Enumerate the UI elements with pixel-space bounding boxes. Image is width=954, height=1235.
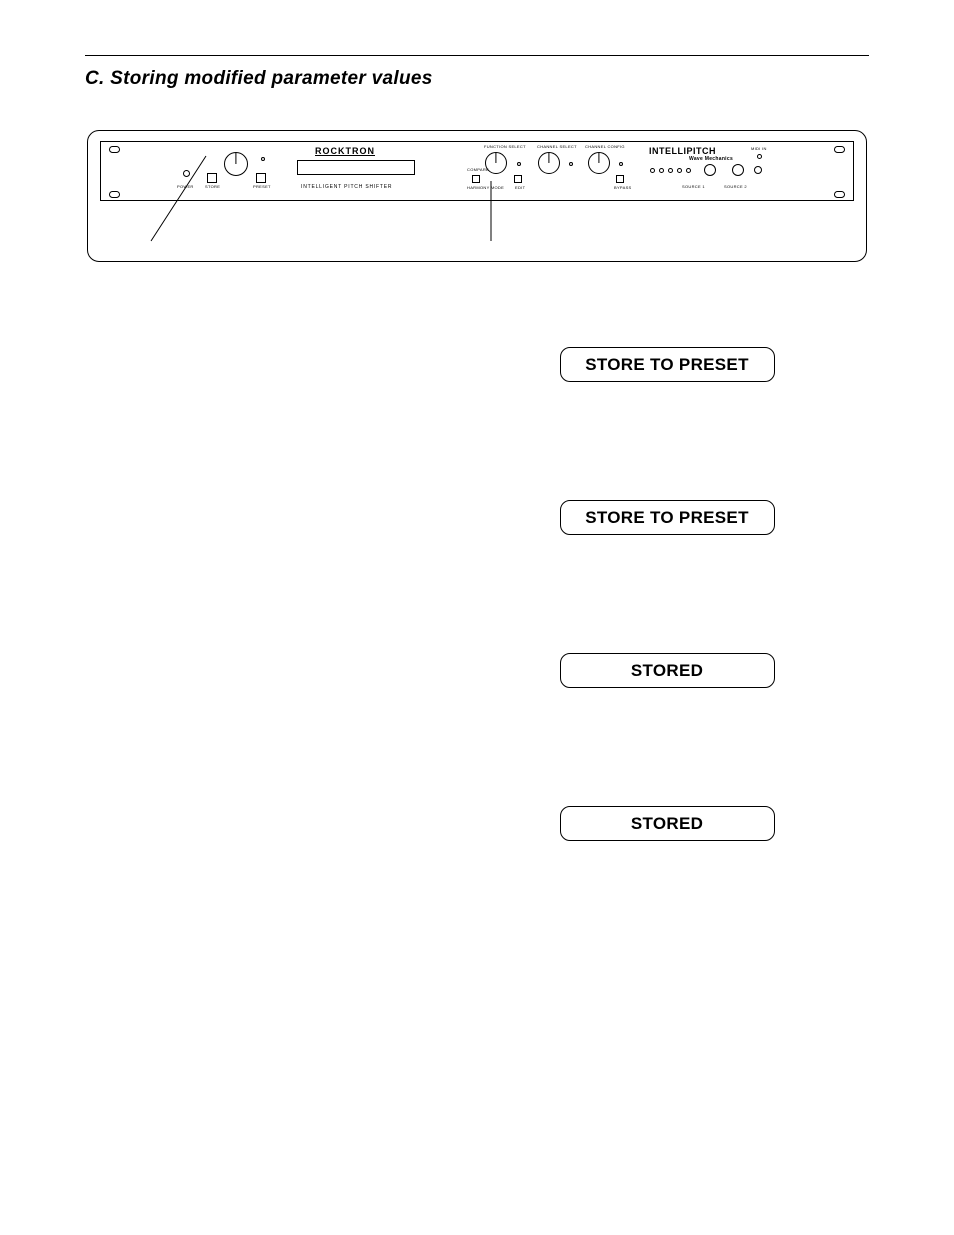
led-1 <box>517 162 521 166</box>
channel-select-knob[interactable] <box>538 152 560 174</box>
step-row-3: STORED <box>85 653 869 688</box>
channel-config-label: CHANNEL CONFIG <box>585 144 625 149</box>
compare-label: COMPARE <box>467 167 489 172</box>
top-rule <box>85 55 869 56</box>
rack-ear-right <box>825 142 853 202</box>
rack-unit: POWER STORE PRESET ROCKTRON INTELLIGENT … <box>100 141 854 201</box>
source1-knob[interactable] <box>704 164 716 176</box>
midi-in-label: MIDI IN <box>751 146 767 151</box>
subtitle-left: INTELLIGENT PITCH SHIFTER <box>301 184 392 190</box>
display-stored-1: STORED <box>560 653 775 688</box>
rack-ear-left <box>101 142 129 202</box>
display-screen <box>297 160 415 175</box>
preset-label: PRESET <box>253 184 271 189</box>
status-led-2 <box>659 168 664 173</box>
panel-main: POWER STORE PRESET ROCKTRON INTELLIGENT … <box>129 142 825 200</box>
mounting-hole <box>834 146 845 153</box>
midi-led <box>757 154 762 159</box>
mounting-hole <box>109 146 120 153</box>
source1-label: SOURCE 1 <box>682 184 705 189</box>
status-led-3 <box>668 168 673 173</box>
compare-button[interactable] <box>472 175 480 183</box>
store-label: STORE <box>205 184 220 189</box>
channel-config-knob[interactable] <box>588 152 610 174</box>
power-label: POWER <box>177 184 194 189</box>
diagram-outer-frame: POWER STORE PRESET ROCKTRON INTELLIGENT … <box>87 130 867 262</box>
harmony-mode-label: HARMONY MODE <box>467 185 504 190</box>
mounting-hole <box>109 191 120 198</box>
status-led-1 <box>650 168 655 173</box>
brand-right: INTELLIPITCH <box>649 146 716 156</box>
store-button[interactable] <box>207 173 217 183</box>
display-store-to-preset-1: STORE TO PRESET <box>560 347 775 382</box>
steps-container: STORE TO PRESET STORE TO PRESET STORED S… <box>85 347 869 841</box>
section-title: C. Storing modified parameter values <box>85 68 869 90</box>
source2-knob[interactable] <box>732 164 744 176</box>
step-row-2: STORE TO PRESET <box>85 500 869 535</box>
channel-select-label: CHANNEL SELECT <box>537 144 577 149</box>
midi-knob[interactable] <box>754 166 762 174</box>
status-led-5 <box>686 168 691 173</box>
preset-button[interactable] <box>256 173 266 183</box>
step-row-4: STORED <box>85 806 869 841</box>
edit-led <box>261 157 265 161</box>
power-led <box>183 170 190 177</box>
device-diagram: POWER STORE PRESET ROCKTRON INTELLIGENT … <box>87 130 867 262</box>
led-3 <box>619 162 623 166</box>
edit-button[interactable] <box>514 175 522 183</box>
display-store-to-preset-2: STORE TO PRESET <box>560 500 775 535</box>
display-stored-2: STORED <box>560 806 775 841</box>
led-2 <box>569 162 573 166</box>
brand-left: ROCKTRON <box>315 146 375 156</box>
status-led-4 <box>677 168 682 173</box>
mounting-hole <box>834 191 845 198</box>
sub-brand-right: Wave Mechanics <box>689 156 733 162</box>
bypass-button[interactable] <box>616 175 624 183</box>
preset-knob[interactable] <box>224 152 248 176</box>
edit-label: EDIT <box>515 185 525 190</box>
step-row-1: STORE TO PRESET <box>85 347 869 382</box>
function-select-label: FUNCTION SELECT <box>484 144 526 149</box>
bypass-label: BYPASS <box>614 185 632 190</box>
source2-label: SOURCE 2 <box>724 184 747 189</box>
